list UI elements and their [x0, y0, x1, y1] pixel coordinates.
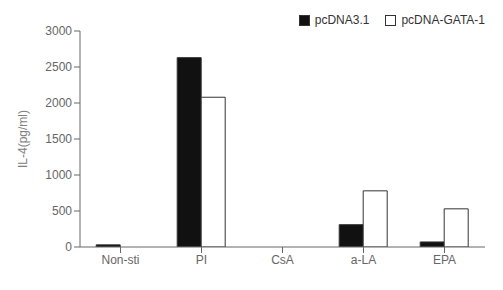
svg-text:IL-4(pg/ml): IL-4(pg/ml)	[16, 110, 30, 168]
svg-text:500: 500	[52, 204, 72, 218]
svg-text:a-LA: a-LA	[351, 253, 376, 267]
svg-text:3000: 3000	[45, 24, 72, 38]
svg-text:1000: 1000	[45, 168, 72, 182]
html-text:pcDNA-GATA-1: pcDNA-GATA-1	[401, 13, 485, 27]
svg-text:PI: PI	[196, 253, 207, 267]
svg-text:Non-sti: Non-sti	[101, 253, 139, 267]
svg-text:EPA: EPA	[433, 253, 456, 267]
html-text:pcDNA3.1: pcDNA3.1	[314, 13, 370, 27]
svg-text:CsA: CsA	[271, 253, 294, 267]
svg-text:0: 0	[65, 240, 72, 254]
svg-text:2000: 2000	[45, 96, 72, 110]
svg-text:1500: 1500	[45, 132, 72, 146]
svg-text:2500: 2500	[45, 60, 72, 74]
